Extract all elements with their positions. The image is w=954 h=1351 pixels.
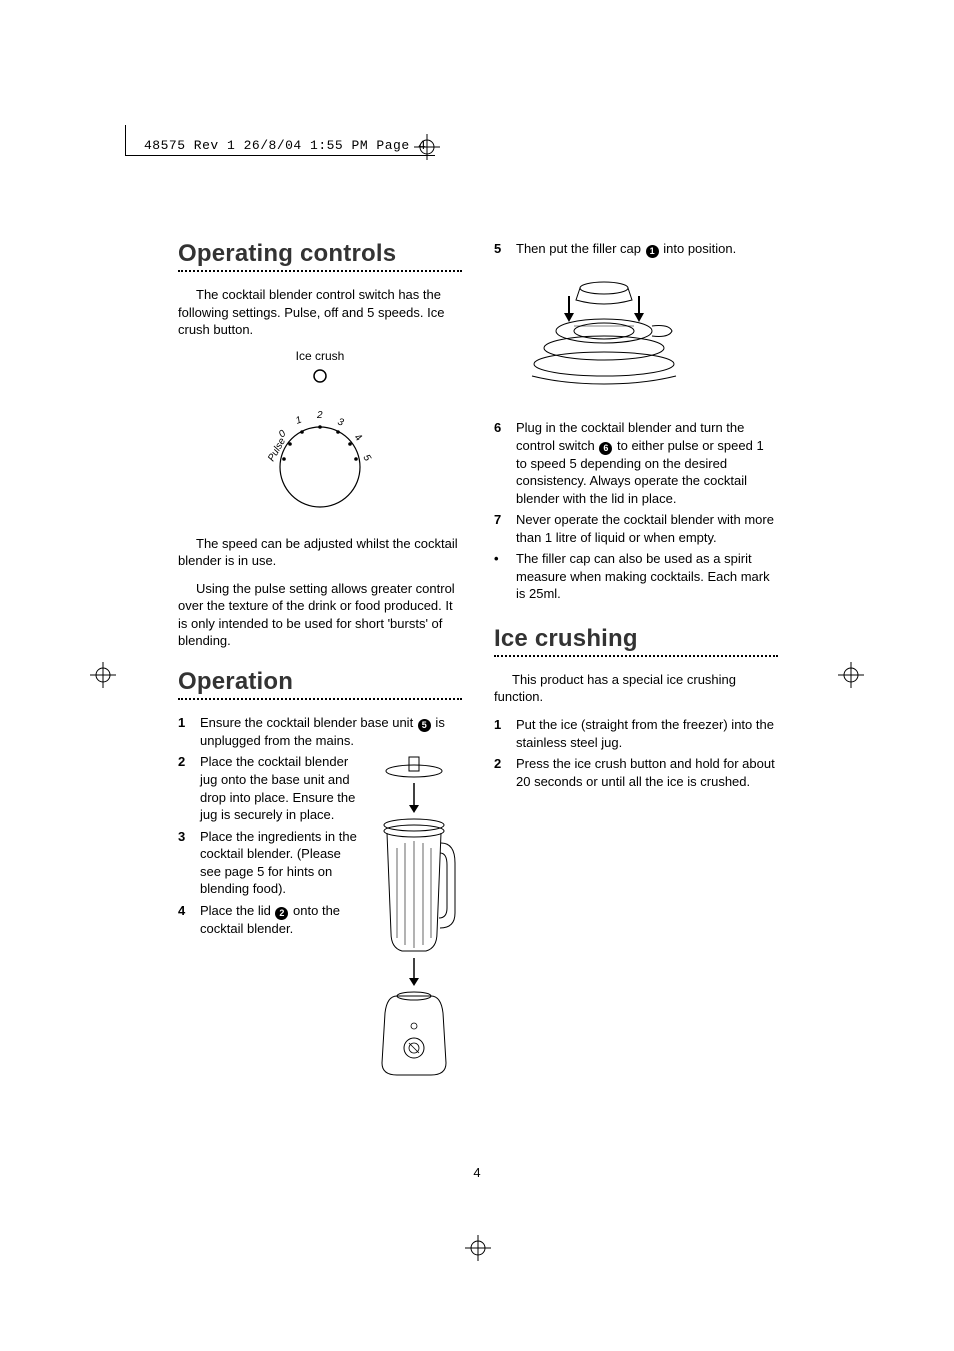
heading-operation: Operation — [178, 668, 462, 696]
heading-operating-controls: Operating controls — [178, 240, 462, 268]
step-text: Place the lid 2 onto the cocktail blende… — [200, 902, 359, 938]
page-content: Operating controls The cocktail blender … — [178, 240, 778, 1083]
ref-badge: 5 — [418, 719, 431, 732]
step-2: 2 Place the cocktail blender jug onto th… — [178, 753, 359, 823]
svg-text:4: 4 — [352, 432, 364, 444]
divider — [178, 270, 462, 272]
step-number: 3 — [178, 828, 200, 898]
ice-step-1: 1 Put the ice (straight from the freezer… — [494, 716, 778, 751]
ice-step-2: 2 Press the ice crush button and hold fo… — [494, 755, 778, 790]
step-number: 1 — [178, 714, 200, 750]
step-number: 1 — [494, 716, 516, 751]
step-number: 2 — [494, 755, 516, 790]
step-text: Plug in the cocktail blender and turn th… — [516, 419, 778, 507]
svg-text:5: 5 — [360, 452, 373, 463]
operation-steps-6-7: 6 Plug in the cocktail blender and turn … — [494, 419, 778, 546]
bullet-filler-cap: • The filler cap can also be used as a s… — [494, 550, 778, 603]
step-number: 2 — [178, 753, 200, 823]
ref-badge: 1 — [646, 245, 659, 258]
step-text: Press the ice crush button and hold for … — [516, 755, 778, 790]
para-pulse-info: Using the pulse setting allows greater c… — [178, 580, 462, 650]
step-text: Ensure the cocktail blender base unit 5 … — [200, 714, 462, 750]
step-7: 7 Never operate the cocktail blender wit… — [494, 511, 778, 546]
operation-step-5: 5 Then put the filler cap 1 into positio… — [494, 240, 778, 258]
filler-cap-diagram — [514, 276, 694, 396]
operation-steps-1-4: 1 Ensure the cocktail blender base unit … — [178, 714, 462, 750]
step-number: 4 — [178, 902, 200, 938]
step-text: Place the cocktail blender jug onto the … — [200, 753, 359, 823]
step-5: 5 Then put the filler cap 1 into positio… — [494, 240, 778, 258]
divider — [178, 698, 462, 700]
print-slug: 48575 Rev 1 26/8/04 1:55 PM Page 4 — [144, 138, 426, 153]
slug-underline — [125, 155, 435, 156]
heading-ice-crushing: Ice crushing — [494, 625, 778, 653]
ice-crush-label: Ice crush — [178, 349, 462, 363]
registration-mark-bottom — [463, 1233, 493, 1263]
left-column: Operating controls The cocktail blender … — [178, 240, 462, 1083]
step-3: 3 Place the ingredients in the cocktail … — [178, 828, 359, 898]
step-text: Put the ice (straight from the freezer) … — [516, 716, 778, 751]
step-text: Then put the filler cap 1 into position. — [516, 240, 778, 258]
step-4: 4 Place the lid 2 onto the cocktail blen… — [178, 902, 359, 938]
step-number: 6 — [494, 419, 516, 507]
registration-mark-left — [88, 660, 118, 690]
ref-badge: 6 — [599, 442, 612, 455]
page-number: 4 — [0, 1165, 954, 1180]
svg-text:3: 3 — [336, 416, 345, 428]
dial-figure: Ice crush Pulse 0 1 2 3 4 — [178, 349, 462, 517]
step-number: 7 — [494, 511, 516, 546]
ref-badge: 2 — [275, 907, 288, 920]
registration-mark-right — [836, 660, 866, 690]
operation-bullets: • The filler cap can also be used as a s… — [494, 550, 778, 603]
step-1: 1 Ensure the cocktail blender base unit … — [178, 714, 462, 750]
para-ice-intro: This product has a special ice crushing … — [494, 671, 778, 706]
step-text: Place the ingredients in the cocktail bl… — [200, 828, 359, 898]
para-speed-adjust: The speed can be adjusted whilst the coc… — [178, 535, 462, 570]
right-column: 5 Then put the filler cap 1 into positio… — [494, 240, 778, 1083]
step-number: 5 — [494, 240, 516, 258]
ice-crush-button-icon — [310, 366, 330, 386]
ice-crushing-steps: 1 Put the ice (straight from the freezer… — [494, 716, 778, 790]
speed-dial-diagram: Pulse 0 1 2 3 4 5 — [255, 392, 385, 512]
bullet-marker: • — [494, 550, 516, 603]
para-controls-intro: The cocktail blender control switch has … — [178, 286, 462, 339]
svg-text:2: 2 — [316, 410, 323, 421]
step-text: Never operate the cocktail blender with … — [516, 511, 778, 546]
svg-text:1: 1 — [294, 414, 303, 426]
operation-row-with-figure: 2 Place the cocktail blender jug onto th… — [178, 753, 462, 1083]
bullet-text: The filler cap can also be used as a spi… — [516, 550, 778, 603]
step-6: 6 Plug in the cocktail blender and turn … — [494, 419, 778, 507]
slug-corner-tick — [125, 125, 126, 155]
divider — [494, 655, 778, 657]
blender-assembly-diagram — [367, 753, 462, 1083]
